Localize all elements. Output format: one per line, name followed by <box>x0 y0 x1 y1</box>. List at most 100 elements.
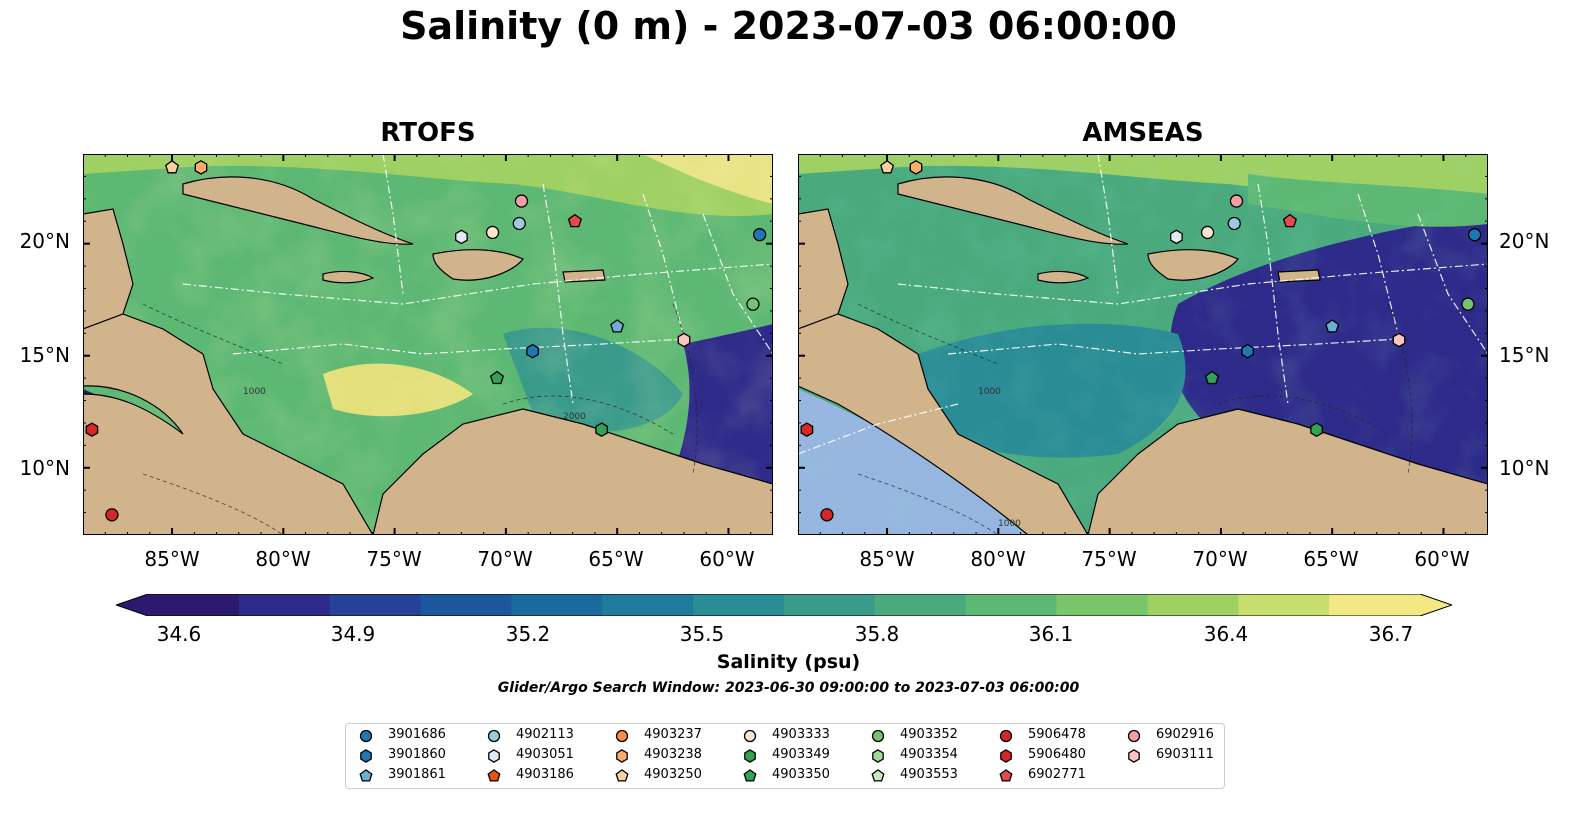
circle-marker-icon <box>1127 729 1141 743</box>
hexagon-marker-icon <box>872 749 884 763</box>
lat-label-15n: 15°N <box>19 343 70 367</box>
float-marker-4903250[interactable] <box>165 159 180 174</box>
legend-item-label: 6902916 <box>1156 727 1214 742</box>
land-masses <box>798 176 1488 535</box>
legend-item-label: 4903250 <box>644 767 702 782</box>
axis-ticks <box>798 154 1488 535</box>
panel-title-amseas: AMSEAS <box>1082 118 1204 148</box>
colorbar-tick-label: 35.2 <box>505 622 551 646</box>
legend-item-label: 4903333 <box>772 727 830 742</box>
float-marker-3901861[interactable] <box>610 319 625 333</box>
puerto-rico <box>562 269 606 283</box>
colorbar <box>116 594 1452 616</box>
hexagon-marker-icon <box>1000 749 1012 763</box>
hexagon-marker-icon <box>616 749 628 763</box>
colorbar-segment <box>148 594 240 616</box>
colorbar-label: Salinity (psu) <box>716 651 861 673</box>
float-marker-5906480[interactable] <box>800 422 814 438</box>
float-marker-4903250[interactable] <box>880 159 895 174</box>
legend-item-label: 4903354 <box>900 747 958 762</box>
float-marker-6903111[interactable] <box>677 332 691 348</box>
lon-label-60w: 60°W <box>699 547 755 571</box>
hexagon-marker-icon <box>488 749 500 763</box>
lon-label-80w: 80°W <box>255 547 311 571</box>
float-marker-5906480[interactable] <box>85 422 99 438</box>
float-marker-4903350[interactable] <box>1204 370 1220 385</box>
legend-item-label: 6902771 <box>1028 767 1086 782</box>
float-marker-4903352[interactable] <box>746 297 760 311</box>
circle-marker-icon <box>743 729 757 743</box>
search-window-text: Glider/Argo Search Window: 2023-06-30 09… <box>497 680 1080 696</box>
hispaniola <box>432 249 524 281</box>
legend-item-label: 4903350 <box>772 767 830 782</box>
colorbar-segment <box>1056 594 1148 616</box>
float-marker-5906478[interactable] <box>105 508 119 522</box>
float-legend: 3901686 3901860 3901861 4902113 4903051 49031… <box>345 723 1225 789</box>
float-marker-3901860[interactable] <box>526 343 539 359</box>
south-america <box>372 408 773 535</box>
map-rtofs[interactable]: 1000 2000 <box>83 154 773 535</box>
float-marker-3901686[interactable] <box>752 228 767 242</box>
yucatan <box>83 208 134 330</box>
float-marker-3901686[interactable] <box>1467 228 1482 242</box>
float-marker-4903352[interactable] <box>1461 297 1475 311</box>
colorbar-tick-label: 36.7 <box>1368 622 1414 646</box>
legend-item-label: 3901861 <box>388 767 446 782</box>
yucatan <box>798 208 849 330</box>
colorbar-tick-label: 35.5 <box>679 622 725 646</box>
colorbar-segment <box>329 594 422 616</box>
bathymetry-contours <box>142 303 698 535</box>
legend-item-label: 4903352 <box>900 727 958 742</box>
hexagon-marker-icon <box>1128 749 1140 763</box>
lon-label-70w: 70°W <box>1192 547 1248 571</box>
map-amseas[interactable]: 1000 1000 <box>798 154 1488 535</box>
legend-item-label: 5906480 <box>1028 747 1086 762</box>
south-america <box>1087 408 1488 535</box>
floats-layer <box>800 159 1482 522</box>
float-marker-4903333[interactable] <box>1200 225 1215 240</box>
float-marker-4903238[interactable] <box>194 160 208 175</box>
lon-label-75w: 75°W <box>366 547 422 571</box>
float-marker-3901861[interactable] <box>1325 319 1340 333</box>
circle-marker-icon <box>615 729 629 743</box>
colorbar-extend-min <box>116 594 148 616</box>
float-marker-4902113[interactable] <box>512 216 526 231</box>
float-marker-3901860[interactable] <box>1241 343 1254 359</box>
lat-label-10n-right: 10°N <box>1499 456 1550 480</box>
contour-label: 1000 <box>998 519 1021 529</box>
lon-label-60w: 60°W <box>1414 547 1470 571</box>
figure-title: Salinity (0 m) - 2023-07-03 06:00:00 <box>400 4 1177 48</box>
cuba <box>897 176 1129 245</box>
lon-label-85w: 85°W <box>859 547 915 571</box>
central-america <box>798 313 1089 535</box>
panel-title-rtofs: RTOFS <box>380 118 476 148</box>
colorbar-extend-max <box>1420 594 1452 616</box>
float-marker-4902113[interactable] <box>1227 216 1241 231</box>
circle-marker-icon <box>999 729 1013 743</box>
float-marker-4903238[interactable] <box>909 160 923 175</box>
float-marker-6903111[interactable] <box>1392 332 1406 348</box>
contour-label: 2000 <box>563 412 586 422</box>
float-marker-5906478[interactable] <box>820 508 834 522</box>
pentagon-marker-icon <box>871 769 885 782</box>
contour-label: 1000 <box>978 387 1001 397</box>
float-marker-4903349[interactable] <box>595 422 608 438</box>
hexagon-marker-icon <box>360 749 372 763</box>
float-marker-6902916[interactable] <box>514 194 529 208</box>
lon-label-70w: 70°W <box>477 547 533 571</box>
pentagon-marker-icon <box>359 769 373 782</box>
legend-item-label: 4903349 <box>772 747 830 762</box>
float-marker-6902771[interactable] <box>567 213 582 228</box>
circle-marker-icon <box>487 729 501 743</box>
float-marker-6902916[interactable] <box>1229 194 1244 208</box>
float-marker-4903051[interactable] <box>1170 229 1183 245</box>
legend-item-label: 5906478 <box>1028 727 1086 742</box>
float-marker-6902771[interactable] <box>1282 213 1297 228</box>
pentagon-marker-icon <box>999 769 1013 782</box>
contour-label: 1000 <box>243 387 266 397</box>
float-marker-4903051[interactable] <box>455 229 468 245</box>
float-marker-4903333[interactable] <box>485 225 500 240</box>
float-marker-4903349[interactable] <box>1310 422 1323 438</box>
colorbar-tick-label: 34.6 <box>156 622 202 646</box>
float-marker-4903350[interactable] <box>489 370 505 385</box>
